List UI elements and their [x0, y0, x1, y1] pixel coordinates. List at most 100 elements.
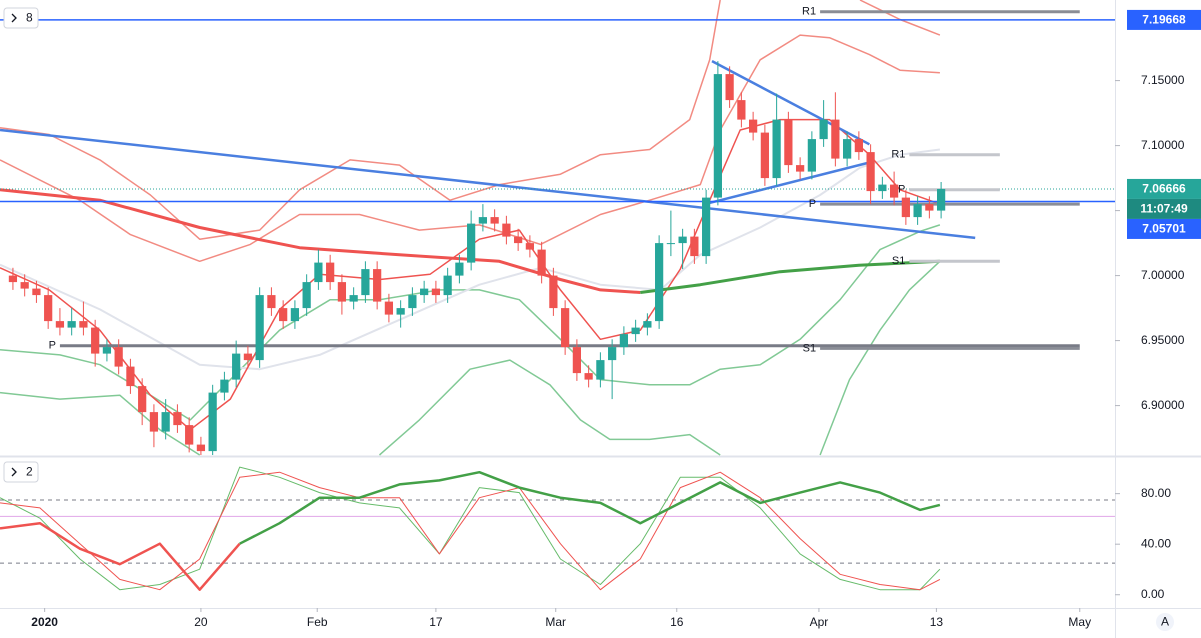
candle-body [843, 139, 852, 159]
oscillator-pane: 0.00 40.00 80.00 [0, 466, 1171, 601]
pivot-label: P [809, 198, 816, 210]
candle-body [572, 347, 581, 374]
price-label: 7.19668 [1142, 13, 1186, 27]
candle-body [267, 295, 276, 309]
indicator-line [0, 34, 940, 263]
auto-scale-label: A [1161, 615, 1169, 629]
indicator-toggle[interactable] [3, 461, 39, 483]
candle-body [196, 444, 206, 452]
x-tick-label: 2020 [31, 615, 58, 629]
candle-body [326, 262, 335, 283]
x-tick-label: May [1068, 615, 1091, 629]
pivot-label: P [49, 340, 56, 352]
candle-body [666, 243, 675, 245]
y-tick-label: 0.00 [1141, 587, 1165, 601]
candle-body [455, 262, 464, 276]
candle-body [596, 360, 605, 380]
x-tick-label: 17 [429, 615, 443, 629]
candle-body [549, 275, 558, 309]
candle-body [373, 269, 382, 302]
candle-body [478, 217, 488, 224]
y-tick-label: 80.00 [1141, 486, 1171, 500]
candle-body [79, 321, 88, 328]
candle-body [913, 204, 922, 218]
indicator-toggle[interactable] [3, 7, 39, 29]
chevron-icon [11, 467, 17, 477]
oscillator-line [0, 521, 241, 591]
price-label-box [1127, 9, 1201, 30]
chevron-icon [11, 13, 17, 23]
candle-body [279, 308, 288, 322]
candle-body [784, 119, 793, 166]
candle-body [443, 275, 452, 296]
x-tick-label: 16 [670, 615, 684, 629]
candle-body [760, 132, 769, 179]
candle-body [20, 282, 29, 289]
indicator-line [704, 161, 870, 206]
y-tick-label: 7.15000 [1141, 73, 1185, 87]
candle-body [807, 139, 816, 172]
candle-body [32, 288, 41, 296]
candle-body [819, 119, 828, 140]
indicator-line [711, 59, 870, 146]
price-label: 11:07:49 [1140, 202, 1188, 216]
indicator-line [0, 128, 976, 240]
candle-body [149, 412, 159, 432]
oscillator-line [0, 471, 941, 591]
x-tick-label: Mar [545, 615, 566, 629]
candle-body [420, 288, 429, 296]
price-label-box [1127, 178, 1201, 199]
candle-body [514, 236, 523, 244]
x-tick-label: 13 [930, 615, 944, 629]
candle-body [772, 119, 781, 179]
candle-body [796, 165, 805, 172]
x-tick-label: Feb [307, 615, 328, 629]
candle-body [208, 392, 217, 452]
candle-body [737, 100, 746, 120]
candle-body [384, 301, 394, 315]
candle-body [173, 412, 182, 426]
candle-body [725, 74, 734, 101]
candle-body [126, 366, 135, 387]
candle-body [431, 288, 441, 296]
candle-body [878, 184, 887, 192]
y-tick-label: 7.00000 [1141, 268, 1185, 282]
candle-body [643, 321, 652, 328]
y-tick-label: 40.00 [1141, 536, 1171, 550]
candle-body [890, 184, 899, 198]
candle-body [678, 236, 687, 244]
candle-body [290, 308, 300, 322]
pivot-label: P [898, 184, 905, 196]
candle-body [361, 269, 370, 296]
candle-body [220, 379, 229, 393]
candle-body [44, 295, 53, 322]
pivot-label: R1 [802, 6, 816, 18]
oscillator-line [239, 470, 941, 545]
candle-body [619, 334, 628, 348]
candle-body [408, 295, 417, 309]
candle-body [255, 295, 264, 361]
auto-scale-button[interactable] [1156, 613, 1174, 631]
candle-body [561, 308, 570, 348]
candle-body [866, 152, 875, 192]
candle-body [161, 412, 170, 432]
candle-body [467, 223, 476, 263]
candle-body [502, 223, 511, 237]
pivot-label: S1 [803, 342, 816, 354]
candle-body [314, 262, 323, 283]
price-label-box [1127, 198, 1201, 219]
candle-body [901, 197, 910, 218]
candle-body [584, 373, 593, 380]
candle-body [608, 347, 617, 361]
pivot-label: S1 [892, 255, 905, 267]
candle-body [525, 243, 535, 250]
candle-body [713, 74, 722, 198]
candle-body [138, 386, 147, 413]
y-tick-label: 7.10000 [1141, 138, 1185, 152]
indicator-count: 2 [26, 465, 33, 479]
plot-area: R1 P P S1 R1 P S1 [0, 0, 1115, 456]
price-label-box [1127, 218, 1201, 239]
price-pane: R1PPS1R1PS16.900006.950007.000007.050007… [0, 0, 1201, 456]
